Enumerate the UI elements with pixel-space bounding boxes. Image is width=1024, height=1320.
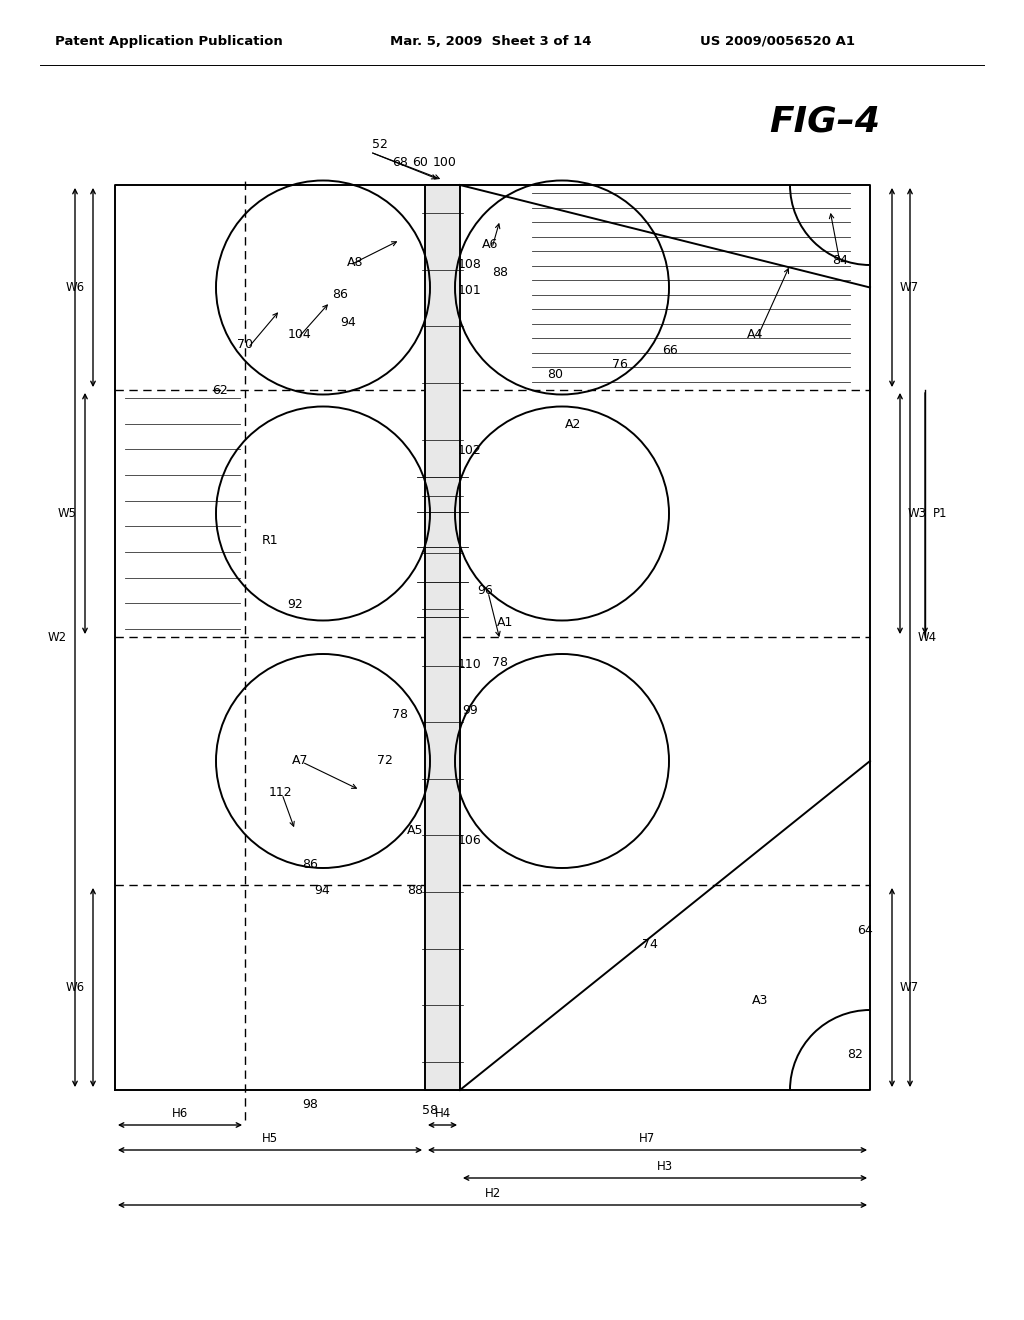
Text: Mar. 5, 2009  Sheet 3 of 14: Mar. 5, 2009 Sheet 3 of 14	[390, 36, 592, 48]
Text: 58: 58	[422, 1104, 438, 1117]
Text: 62: 62	[212, 384, 228, 396]
Text: 70: 70	[237, 338, 253, 351]
Text: W2: W2	[48, 631, 67, 644]
Text: 94: 94	[314, 883, 330, 896]
Text: W7: W7	[900, 981, 920, 994]
Text: R1: R1	[262, 533, 279, 546]
Text: H4: H4	[434, 1107, 451, 1119]
Text: 74: 74	[642, 939, 658, 952]
Text: 102: 102	[458, 444, 482, 457]
Text: H5: H5	[262, 1133, 279, 1144]
Text: 72: 72	[377, 754, 393, 767]
Text: A4: A4	[746, 329, 763, 342]
Text: 104: 104	[288, 329, 312, 342]
Text: US 2009/0056520 A1: US 2009/0056520 A1	[700, 36, 855, 48]
Text: 108: 108	[458, 259, 482, 272]
Text: A6: A6	[482, 239, 499, 252]
Text: H2: H2	[484, 1187, 501, 1200]
Text: 80: 80	[547, 368, 563, 381]
Bar	[425, 185, 460, 1090]
Text: 106: 106	[458, 833, 482, 846]
Text: 96: 96	[477, 583, 493, 597]
Text: A1: A1	[497, 616, 513, 630]
Text: H3: H3	[657, 1160, 673, 1173]
Text: 88: 88	[407, 883, 423, 896]
Text: 99: 99	[462, 704, 478, 717]
Text: H7: H7	[639, 1133, 655, 1144]
Text: 82: 82	[847, 1048, 863, 1061]
Text: W3: W3	[908, 507, 927, 520]
Text: A3: A3	[752, 994, 768, 1006]
Text: W7: W7	[900, 281, 920, 294]
Text: FIG–4: FIG–4	[769, 106, 880, 139]
Text: 94: 94	[340, 317, 356, 330]
Text: 112: 112	[268, 785, 292, 799]
Text: 64: 64	[857, 924, 872, 936]
Text: Patent Application Publication: Patent Application Publication	[55, 36, 283, 48]
Text: W6: W6	[66, 281, 85, 294]
Text: 68: 68	[392, 156, 408, 169]
Text: 86: 86	[332, 289, 348, 301]
Text: 52: 52	[372, 139, 388, 152]
Text: 76: 76	[612, 359, 628, 371]
Text: 84: 84	[833, 253, 848, 267]
Text: A8: A8	[347, 256, 364, 268]
Text: 98: 98	[302, 1098, 317, 1111]
Text: 60: 60	[412, 156, 428, 169]
Text: A2: A2	[565, 418, 582, 432]
Text: 66: 66	[663, 343, 678, 356]
Text: 78: 78	[392, 709, 408, 722]
Text: W6: W6	[66, 981, 85, 994]
Text: 86: 86	[302, 858, 317, 871]
Text: 92: 92	[287, 598, 303, 611]
Text: A5: A5	[407, 824, 423, 837]
Text: H6: H6	[172, 1107, 188, 1119]
Text: W5: W5	[58, 507, 77, 520]
Text: W4: W4	[918, 631, 937, 644]
Text: 78: 78	[492, 656, 508, 669]
Text: 88: 88	[492, 265, 508, 279]
Text: 101: 101	[458, 284, 482, 297]
Text: 110: 110	[458, 659, 482, 672]
Text: A7: A7	[292, 754, 308, 767]
Text: P1: P1	[933, 507, 947, 520]
Text: 100: 100	[433, 156, 457, 169]
